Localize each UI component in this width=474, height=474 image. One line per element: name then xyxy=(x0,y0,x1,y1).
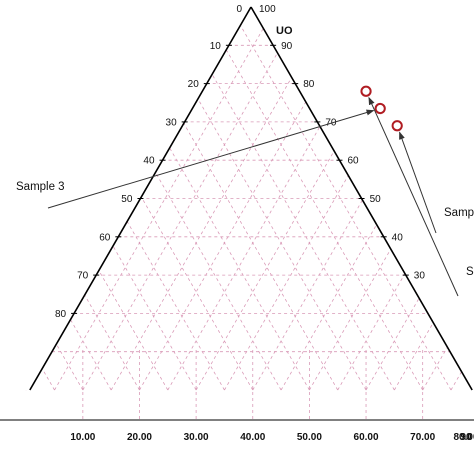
bottom-tick-label: 90 xyxy=(460,432,472,443)
left-tick-label: 80 xyxy=(55,309,67,320)
data-point xyxy=(391,120,403,132)
right-tick-label: 50 xyxy=(370,194,382,205)
data-point xyxy=(360,85,372,97)
bottom-tick-label: 70.00 xyxy=(410,432,435,443)
data-point xyxy=(374,102,386,115)
apex-label-right: 100 xyxy=(259,4,276,15)
bottom-tick-label: 80.00 xyxy=(453,432,474,443)
left-tick-label: 60 xyxy=(99,232,111,243)
grid-line xyxy=(0,99,169,391)
annotation-arrow xyxy=(47,109,375,209)
grid-mask-top xyxy=(0,0,474,7)
right-tick-label: 80 xyxy=(303,79,315,90)
left-tick-label: 50 xyxy=(121,194,133,205)
bottom-tick-label: 40.00 xyxy=(240,432,265,443)
left-tick-label: 40 xyxy=(143,156,155,167)
left-tick-label: 20 xyxy=(188,79,200,90)
annotation-label: Samp xyxy=(444,207,474,219)
right-tick-label: 40 xyxy=(392,232,404,243)
left-tick-label: 30 xyxy=(166,117,178,128)
annotation-label: Sample 3 xyxy=(16,181,65,193)
bottom-tick-label: 20.00 xyxy=(127,432,152,443)
bottom-tick-label: 30.00 xyxy=(184,432,209,443)
left-tick-label: 10 xyxy=(210,41,222,52)
grid-lines xyxy=(0,0,474,420)
annotation-arrow xyxy=(368,96,459,297)
bottom-tick-label: 60.00 xyxy=(354,432,379,443)
bottom-tick-label: 10.00 xyxy=(70,432,95,443)
grid-line xyxy=(0,197,112,391)
uo-axis-label: UO xyxy=(276,25,293,37)
grid-mask-left xyxy=(0,0,251,390)
bottom-tick-label: 50.00 xyxy=(297,432,322,443)
apex-label-left: 0 xyxy=(236,4,242,15)
annotations: Sample 3 Samp S xyxy=(16,96,474,297)
annotation-label: S xyxy=(466,266,474,278)
data-points xyxy=(360,85,403,132)
right-tick-label: 60 xyxy=(347,156,359,167)
annotation-arrow xyxy=(399,131,437,234)
right-tick-label: 90 xyxy=(281,41,293,52)
grid-mask-right xyxy=(251,0,474,390)
right-tick-label: 30 xyxy=(414,271,426,282)
left-tick-label: 70 xyxy=(77,271,89,282)
